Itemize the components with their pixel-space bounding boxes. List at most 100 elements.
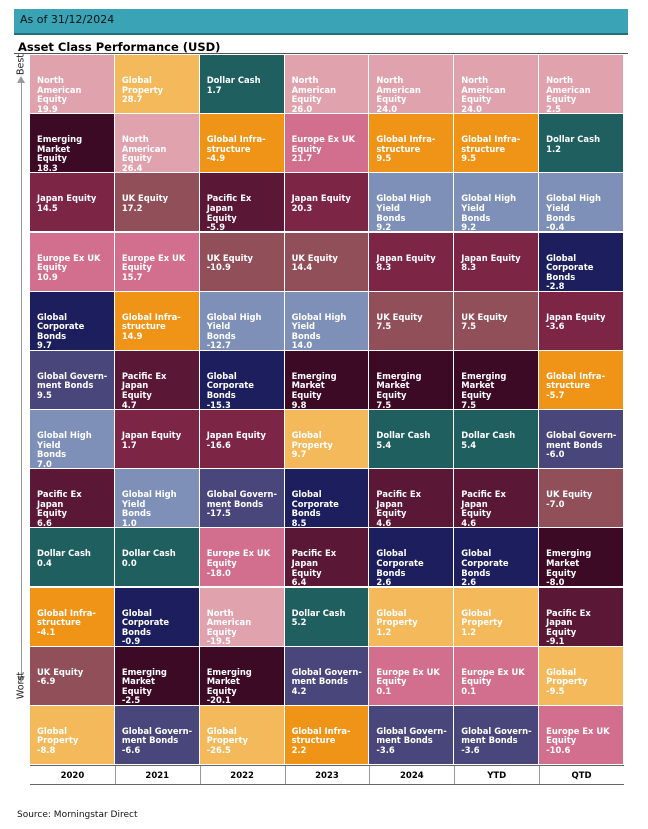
asset-class-label: UK Equity bbox=[121, 193, 169, 204]
performance-cell: North American Equity 2.5 bbox=[539, 55, 624, 115]
asset-class-label: Global Corporate Bonds bbox=[376, 548, 424, 578]
return-value: -18.0 bbox=[206, 567, 231, 578]
performance-cell: Europe Ex UK Equity 15.7 bbox=[114, 232, 200, 292]
performance-cell: Japan Equity 8.3 bbox=[369, 232, 455, 292]
asset-class-label: Global Govern- ment Bonds bbox=[546, 430, 617, 450]
asset-class-label: Pacific Ex Japan Equity bbox=[121, 370, 167, 401]
asset-class-label: Global Govern- ment Bonds bbox=[121, 725, 193, 746]
asset-class-label: UK Equity bbox=[291, 252, 338, 263]
return-value: 9.5 bbox=[461, 153, 477, 164]
return-value: 14.5 bbox=[37, 202, 58, 213]
return-value: -16.6 bbox=[206, 439, 231, 450]
asset-class-label: Global Corporate Bonds bbox=[206, 370, 254, 401]
asset-class-label: UK Equity bbox=[461, 311, 508, 322]
asset-class-label: Global High Yield Bonds bbox=[37, 430, 92, 460]
performance-cell: Global Govern- ment Bonds -3.6 bbox=[369, 705, 455, 765]
asset-class-label: Europe Ex UK Equity bbox=[291, 134, 356, 154]
performance-cell: Global Govern- ment Bonds -17.5 bbox=[199, 469, 285, 529]
performance-cell: UK Equity -6.9 bbox=[30, 646, 115, 706]
column-year-label: QTD bbox=[571, 771, 592, 781]
asset-class-label: UK Equity bbox=[546, 489, 593, 500]
asset-class-label: Global Corporate Bonds bbox=[291, 489, 339, 519]
asset-class-label: Dollar Cash bbox=[291, 607, 346, 618]
as-of-date: As of 31/12/2024 bbox=[20, 13, 115, 26]
performance-cell: Global High Yield Bonds 14.0 bbox=[284, 291, 370, 351]
performance-cell: Global High Yield Bonds -12.7 bbox=[199, 291, 285, 351]
performance-cell: Emerging Market Equity 7.5 bbox=[369, 350, 455, 410]
axis-label-best: Best bbox=[15, 53, 27, 76]
return-value: 19.9 bbox=[37, 103, 58, 114]
asset-class-label: Japan Equity bbox=[206, 430, 267, 440]
return-value: -3.6 bbox=[461, 745, 480, 756]
asset-class-label: Global Corporate Bonds bbox=[461, 548, 509, 578]
asset-class-label: Japan Equity bbox=[121, 430, 182, 440]
asset-class-label: Global Govern- ment Bonds bbox=[291, 666, 362, 687]
performance-cell: North American Equity 26.4 bbox=[114, 114, 200, 174]
performance-cell: Global Govern- ment Bonds -3.6 bbox=[454, 705, 540, 765]
performance-cell: Global High Yield Bonds -0.4 bbox=[539, 173, 624, 233]
return-value: 24.0 bbox=[461, 103, 482, 114]
performance-cell: Global Infra- structure -4.9 bbox=[199, 114, 285, 174]
performance-cell: Pacific Ex Japan Equity 4.6 bbox=[454, 469, 540, 529]
return-value: 9.8 bbox=[291, 399, 307, 410]
column-divider bbox=[369, 766, 371, 784]
asset-class-label: Emerging Market Equity bbox=[461, 370, 507, 401]
performance-cell: Global Govern- ment Bonds 4.2 bbox=[284, 646, 370, 706]
performance-cell: Dollar Cash 0.4 bbox=[30, 528, 115, 588]
performance-cell: North American Equity 24.0 bbox=[369, 55, 455, 115]
asset-class-label: Europe Ex UK Equity bbox=[121, 252, 186, 273]
return-value: -10.9 bbox=[206, 262, 231, 273]
return-value: 7.5 bbox=[376, 399, 392, 410]
performance-cell: Global Property -8.8 bbox=[30, 705, 115, 765]
performance-cell: Japan Equity -16.6 bbox=[199, 410, 285, 470]
asset-class-label: Global Infra- structure bbox=[291, 725, 351, 746]
asset-class-label: Global Property bbox=[206, 725, 248, 746]
performance-cell: Emerging Market Equity -8.0 bbox=[539, 528, 624, 588]
return-value: 24.0 bbox=[376, 103, 398, 114]
asset-class-label: Global Corporate Bonds bbox=[546, 252, 594, 282]
return-value: -3.6 bbox=[546, 321, 565, 332]
return-value: 4.7 bbox=[121, 399, 137, 410]
column-year-label: 2021 bbox=[145, 771, 170, 781]
return-value: -15.3 bbox=[206, 399, 231, 410]
return-value: 17.2 bbox=[121, 202, 143, 213]
return-value: -26.5 bbox=[206, 745, 231, 756]
asset-class-label: North American Equity bbox=[376, 75, 421, 105]
asset-class-label: UK Equity bbox=[376, 311, 423, 322]
performance-cell: Global Govern- ment Bonds -6.6 bbox=[114, 705, 200, 765]
performance-cell: UK Equity 7.5 bbox=[454, 291, 540, 351]
performance-cell: Global Corporate Bonds -0.9 bbox=[114, 587, 200, 647]
asset-class-label: Europe Ex UK Equity bbox=[37, 252, 101, 273]
performance-cell: Dollar Cash 0.0 bbox=[114, 528, 200, 588]
return-value: 9.5 bbox=[37, 390, 52, 401]
rank-axis-line bbox=[21, 78, 22, 678]
performance-cell: Europe Ex UK Equity 21.7 bbox=[284, 114, 370, 174]
performance-cell: Global Property 28.7 bbox=[114, 55, 200, 115]
column-divider bbox=[539, 766, 541, 784]
performance-cell: Global Infra- structure -5.7 bbox=[539, 350, 624, 410]
return-value: 18.3 bbox=[37, 162, 58, 173]
asset-class-label: Global Govern- ment Bonds bbox=[37, 370, 108, 391]
source-note: Source: Morningstar Direct bbox=[17, 810, 138, 820]
performance-cell: Dollar Cash 5.2 bbox=[284, 587, 370, 647]
asset-class-label: Global Infra- structure bbox=[206, 134, 266, 154]
asset-class-label: Emerging Market Equity bbox=[121, 666, 167, 696]
return-value: 1.2 bbox=[461, 626, 477, 637]
asset-class-label: Global Govern- ment Bonds bbox=[206, 489, 277, 509]
return-value: 21.7 bbox=[291, 153, 313, 164]
asset-class-label: Pacific Ex Japan Equity bbox=[206, 193, 252, 223]
asset-class-label: Japan Equity bbox=[291, 193, 351, 204]
performance-cell: Global Infra- structure 14.9 bbox=[114, 291, 200, 351]
asset-class-label: Global Infra- structure bbox=[546, 370, 606, 391]
asset-class-label: North American Equity bbox=[546, 75, 591, 105]
column-divider bbox=[114, 766, 116, 784]
return-value: 26.0 bbox=[291, 103, 313, 114]
performance-cell: Global Infra- structure 9.5 bbox=[454, 114, 540, 174]
return-value: 8.5 bbox=[291, 517, 307, 528]
column-year-label: 2024 bbox=[400, 771, 424, 781]
performance-cell: Global High Yield Bonds 9.2 bbox=[454, 173, 540, 233]
performance-cell: North American Equity -19.5 bbox=[199, 587, 285, 647]
asset-class-label: Global Corporate Bonds bbox=[37, 311, 85, 341]
asset-class-label: Global Govern- ment Bonds bbox=[376, 725, 447, 746]
return-value: 10.9 bbox=[37, 271, 58, 282]
